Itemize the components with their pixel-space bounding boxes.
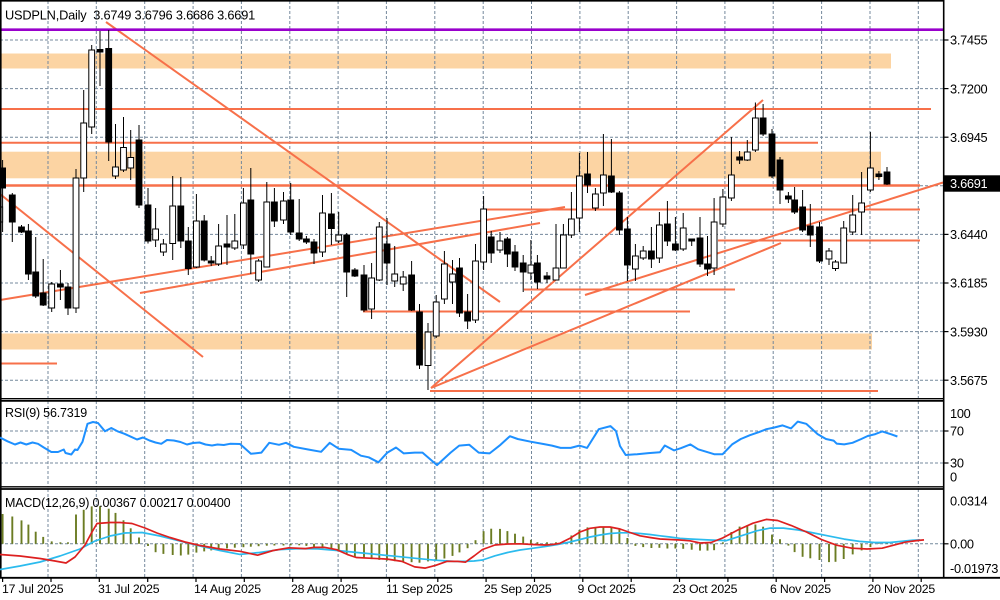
svg-text:6 Nov 2025: 6 Nov 2025 — [770, 582, 831, 596]
svg-text:11 Sep 2025: 11 Sep 2025 — [386, 582, 453, 596]
svg-text:MACD(12,26,9) 0.00367 0.00217: MACD(12,26,9) 0.00367 0.00217 0.00400 — [5, 496, 231, 510]
svg-text:3.5930: 3.5930 — [950, 324, 988, 339]
svg-text:RSI(9) 56.7319: RSI(9) 56.7319 — [5, 406, 87, 420]
svg-text:30: 30 — [950, 456, 964, 471]
svg-text:3.6945: 3.6945 — [950, 130, 988, 145]
svg-text:3.5675: 3.5675 — [950, 373, 988, 388]
svg-text:USDPLN,Daily 3.6749 3.6796 3.: USDPLN,Daily 3.6749 3.6796 3.6686 3.6691 — [5, 8, 255, 23]
svg-text:3.6691: 3.6691 — [950, 176, 988, 191]
svg-text:3.6185: 3.6185 — [950, 276, 988, 291]
svg-text:20 Nov 2025: 20 Nov 2025 — [868, 582, 936, 596]
svg-text:14 Aug 2025: 14 Aug 2025 — [194, 582, 261, 596]
svg-text:70: 70 — [950, 424, 964, 439]
svg-text:28 Aug 2025: 28 Aug 2025 — [291, 582, 358, 596]
svg-text:9 Oct 2025: 9 Oct 2025 — [578, 582, 637, 596]
svg-text:100: 100 — [950, 406, 971, 421]
svg-text:0.0314: 0.0314 — [950, 494, 988, 509]
svg-text:0.00: 0.00 — [950, 536, 974, 551]
svg-text:3.6440: 3.6440 — [950, 227, 988, 242]
svg-text:23 Oct 2025: 23 Oct 2025 — [673, 582, 738, 596]
svg-text:17 Jul 2025: 17 Jul 2025 — [2, 582, 64, 596]
svg-text:25 Sep 2025: 25 Sep 2025 — [484, 582, 552, 596]
svg-text:-0.01973: -0.01973 — [950, 561, 998, 576]
svg-text:3.7455: 3.7455 — [950, 33, 988, 48]
svg-text:31 Jul 2025: 31 Jul 2025 — [98, 582, 160, 596]
svg-text:3.7200: 3.7200 — [950, 81, 988, 96]
svg-text:0: 0 — [950, 470, 957, 485]
